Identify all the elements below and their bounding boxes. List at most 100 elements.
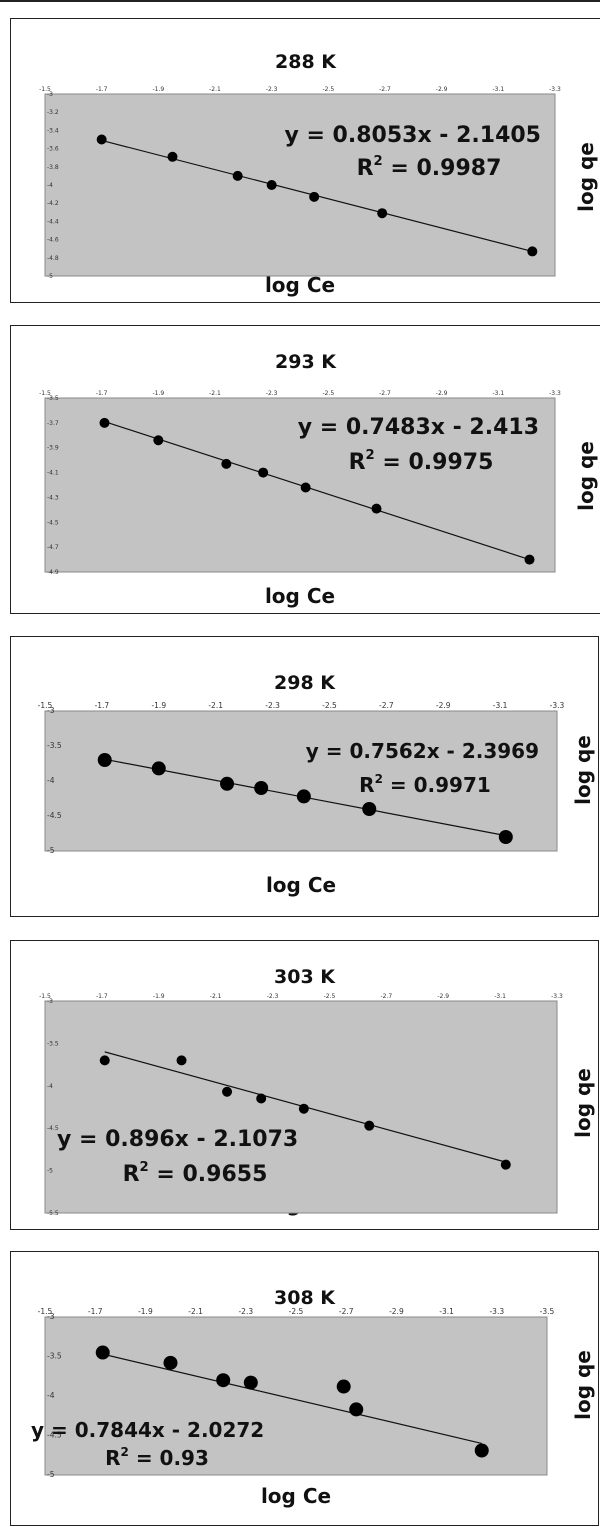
plot-area: -1.5 -1.7 -1.9 -2.1 -2.3 -2.5 -2.7 -2.9 -3.1 -3.3… [39,390,561,576]
y-tick-label: -5 [47,1470,55,1479]
x-tick-label: -1.5 [38,1307,53,1316]
x-tick-label: -2.9 [436,701,451,710]
x-tick-label: -1.7 [96,86,108,93]
y-tick-label: -4.8 [47,255,59,262]
x-axis-label: log Ce [260,1484,332,1508]
x-tick-label: -2.7 [379,701,394,710]
data-point [474,1443,489,1458]
data-point [256,1093,267,1104]
data-point [309,191,320,202]
y-tick-label: -4.2 [47,200,59,207]
x-tick-label: -2.3 [266,390,278,397]
data-point [163,1355,178,1370]
top-border-line [0,0,600,2]
plot-area: -1.5 -1.7 -1.9 -2.1 -2.3 -2.5 -2.7 -2.9 -3.1 -3.3… [39,86,561,280]
x-tick-label: -3.1 [494,993,506,1000]
y-tick-label: -4 [47,776,55,785]
data-point [300,482,311,493]
data-point [498,830,513,844]
x-tick-label: -2.9 [437,993,449,1000]
data-point [151,761,166,776]
data-point [527,246,538,257]
x-tick-label: -2.1 [209,390,221,397]
y-tick-label: -5 [47,273,53,280]
x-tick-label: -2.3 [265,701,280,710]
chart-title: 298 K [274,672,335,694]
y-tick-label: -4.4 [47,218,59,225]
x-tick-label: -3.3 [550,701,565,710]
x-tick-label: -2.3 [238,1307,253,1316]
y-tick-label: -3.6 [47,146,59,153]
y-tick-label: -4.5 [47,1431,62,1440]
trendline [102,1353,482,1444]
y-tick-label: -4 [47,1391,55,1400]
x-tick-label: -1.5 [39,390,51,397]
x-tick-label: -2.7 [379,86,391,93]
y-tick-label: -4.5 [47,811,62,820]
data-point [96,134,107,145]
x-tick-label: -2.9 [436,390,448,397]
x-tick-label: -3.5 [540,1307,555,1316]
y-tick-label: -4 [47,182,53,189]
y-tick-label: -3 [47,998,53,1005]
r-squared-value: = 0.9987 [383,156,502,181]
y-tick-label: -3.5 [47,395,59,402]
r-squared-superscript: 2 [140,1160,149,1175]
y-tick-label: -3 [47,706,55,715]
data-point [254,781,269,795]
data-point [500,1159,511,1170]
r-squared-value: = 0.9655 [149,1162,268,1187]
y-tick-label: -4.3 [47,494,59,501]
x-tick-label: -3.1 [492,86,504,93]
x-tick-label: -1.9 [152,86,164,93]
x-tick-label: -2.1 [209,86,221,93]
x-tick-label: -2.5 [289,1307,304,1316]
plot-area: -1.5 -1.7 -1.9 -2.1 -2.3 -2.5 -2.7 -2.9 -3.1 -3.3… [31,1307,555,1479]
r-squared-label: R2 = 0.9975 [349,448,494,475]
data-point [258,467,269,478]
y-tick-label: -3.7 [47,420,59,427]
data-point [362,802,377,816]
x-tick-label: -3.3 [549,390,561,397]
data-point [99,1055,110,1066]
r-squared-label: R2 = 0.9655 [123,1160,268,1187]
x-tick-label: -2.9 [389,1307,404,1316]
data-point [216,1373,231,1388]
y-tick-label: -4.9 [47,569,59,576]
r-squared-label: R2 = 0.93 [105,1445,209,1470]
regression-equation: y = 0.8053x - 2.1405 [284,123,541,148]
x-tick-label: -1.7 [95,701,110,710]
y-tick-label: -5 [47,846,55,855]
x-tick-label: -1.9 [152,390,164,397]
data-point [336,1379,351,1394]
x-tick-label: -3.3 [551,993,563,1000]
chart-title: 293 K [275,351,336,373]
data-point [377,208,388,219]
x-tick-label: -1.7 [96,993,108,1000]
regression-equation: y = 0.896x - 2.1073 [57,1127,298,1152]
data-point [371,503,382,514]
y-tick-label: -5 [47,1168,53,1175]
x-axis-label: log Ce [264,584,336,608]
x-tick-label: -3.1 [492,390,504,397]
x-tick-label: -1.9 [138,1307,153,1316]
chart-title: 288 K [275,51,336,73]
x-tick-label: -2.1 [188,1307,203,1316]
x-tick-label: -2.5 [324,993,336,1000]
x-tick-label: -3.3 [489,1307,504,1316]
r-squared-symbol: R [123,1162,140,1187]
r-squared-superscript: 2 [366,448,375,463]
y-tick-label: -4.6 [47,237,59,244]
data-point [243,1375,258,1390]
chart-title: 303 K [274,966,335,988]
x-tick-label: -2.7 [380,993,392,1000]
data-point [97,753,112,767]
plot-area: -1.5 -1.7 -1.9 -2.1 -2.3 -2.5 -2.7 -2.9 -3.1 -3.3… [39,993,563,1217]
data-point [349,1402,364,1417]
r-squared-value: = 0.93 [129,1446,209,1470]
regression-equation: y = 0.7562x - 2.3969 [306,739,539,763]
r-squared-value: = 0.9971 [383,773,491,797]
y-tick-label: -3 [47,91,53,98]
plot-background [44,1316,548,1476]
